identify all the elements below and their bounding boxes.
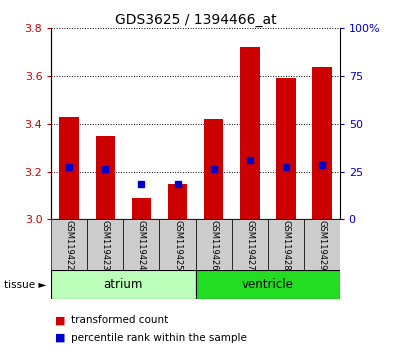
- Title: GDS3625 / 1394466_at: GDS3625 / 1394466_at: [115, 13, 276, 27]
- Text: GSM119427: GSM119427: [245, 220, 254, 270]
- Bar: [167, 184, 187, 219]
- Text: GSM119429: GSM119429: [317, 220, 326, 270]
- Bar: [304, 219, 340, 271]
- Bar: [312, 67, 331, 219]
- Bar: [204, 119, 224, 219]
- Text: GSM119426: GSM119426: [209, 220, 218, 270]
- Bar: [96, 136, 115, 219]
- Text: tissue ►: tissue ►: [4, 280, 46, 290]
- Bar: [231, 219, 267, 271]
- Bar: [196, 270, 340, 299]
- Text: transformed count: transformed count: [71, 315, 168, 325]
- Text: GSM119424: GSM119424: [137, 220, 146, 270]
- Text: GSM119425: GSM119425: [173, 220, 182, 270]
- Bar: [276, 79, 295, 219]
- Bar: [123, 219, 160, 271]
- Bar: [132, 198, 151, 219]
- Bar: [51, 219, 87, 271]
- Text: ■: ■: [55, 333, 66, 343]
- Text: percentile rank within the sample: percentile rank within the sample: [71, 333, 247, 343]
- Text: GSM119428: GSM119428: [281, 220, 290, 270]
- Text: GSM119423: GSM119423: [101, 220, 110, 270]
- Bar: [160, 219, 196, 271]
- Bar: [196, 219, 231, 271]
- Bar: [240, 47, 260, 219]
- Text: ■: ■: [55, 315, 66, 325]
- Bar: [87, 219, 123, 271]
- Bar: [267, 219, 304, 271]
- Text: ventricle: ventricle: [242, 278, 293, 291]
- Text: atrium: atrium: [104, 278, 143, 291]
- Bar: [60, 117, 79, 219]
- Bar: [51, 270, 196, 299]
- Text: GSM119422: GSM119422: [65, 220, 74, 270]
